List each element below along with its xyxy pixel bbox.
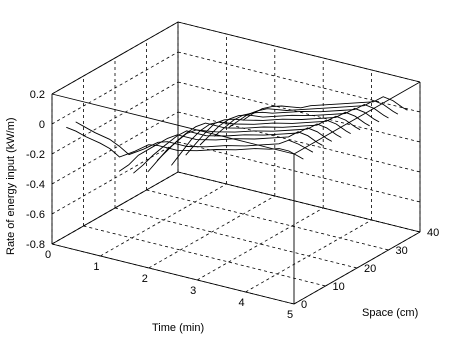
- floor-grid-line: [148, 195, 275, 269]
- x-tick-label: 4: [239, 297, 245, 309]
- x-axis-label: Time (min): [152, 322, 204, 334]
- z-axis-label: Rate of energy input (kW/m): [5, 117, 17, 255]
- x-tick-label: 3: [190, 285, 196, 297]
- series-line: [228, 100, 399, 128]
- box-edge: [177, 21, 421, 83]
- series-line: [171, 115, 361, 166]
- box-edge: [51, 21, 179, 95]
- y-tick-label: 40: [427, 227, 439, 239]
- floor-grid-line: [83, 225, 326, 287]
- series-line: [66, 126, 304, 160]
- z-tick-label: 0: [39, 119, 45, 131]
- floor-grid-line: [114, 207, 358, 269]
- wall-grid-line: [51, 81, 179, 155]
- y-tick-label: 30: [396, 245, 408, 257]
- wall-grid-line: [177, 111, 421, 173]
- wall-grid-line: [177, 81, 421, 143]
- z-tick-label: -0.6: [26, 209, 45, 221]
- series-line: [242, 96, 408, 121]
- x-tick-label: 0: [45, 249, 51, 261]
- series-line: [156, 119, 351, 161]
- wall-grid-line: [51, 51, 179, 125]
- y-axis-label: Space (cm): [362, 307, 418, 319]
- floor-grid-line: [146, 189, 389, 251]
- series-line: [199, 107, 380, 146]
- floor-grid-line: [197, 207, 324, 281]
- series-line: [75, 121, 314, 156]
- series-lines: [66, 96, 408, 174]
- y-tick-label: 0: [301, 299, 307, 311]
- z-tick-label: -0.8: [26, 239, 45, 251]
- y-tick-label: 20: [364, 263, 376, 275]
- box-edge: [51, 93, 295, 155]
- axes-box: [51, 21, 421, 305]
- grid-lines: [51, 21, 421, 305]
- wall-grid-line: [51, 141, 179, 215]
- box-edge: [51, 171, 179, 245]
- box-edge: [177, 171, 421, 233]
- y-tick-label: 10: [333, 281, 345, 293]
- series-line: [133, 127, 333, 174]
- x-tick-label: 1: [93, 261, 99, 273]
- series-line: [185, 111, 370, 156]
- z-tick-label: 0.2: [30, 89, 45, 101]
- x-tick-label: 5: [287, 309, 293, 321]
- box-edge: [51, 243, 295, 305]
- box-edge: [293, 231, 421, 305]
- series-line: [118, 131, 323, 172]
- series-line: [214, 104, 389, 137]
- series-line: [147, 123, 342, 173]
- z-tick-label: -0.2: [26, 149, 45, 161]
- z-tick-label: -0.4: [26, 179, 45, 191]
- x-tick-label: 2: [142, 273, 148, 285]
- wall-grid-line: [51, 111, 179, 185]
